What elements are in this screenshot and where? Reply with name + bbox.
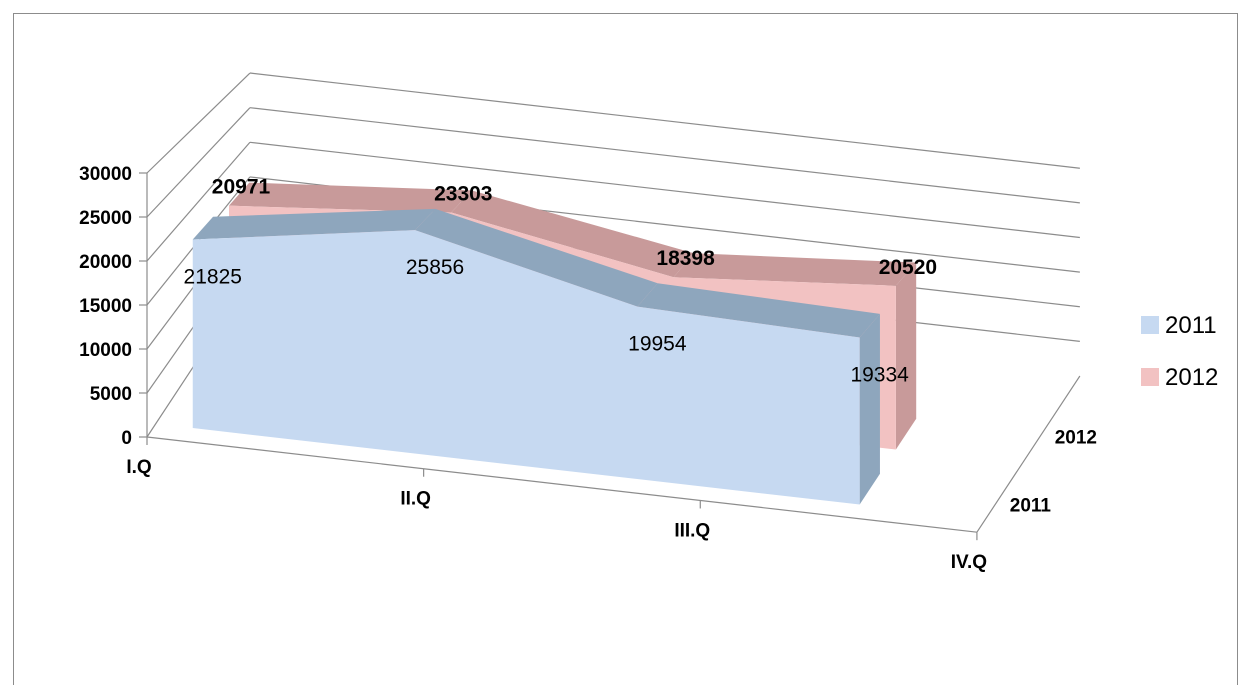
series-2012-top-face [451,190,694,278]
back-wall-gridline [249,72,1080,169]
series-2011-top-face [192,208,436,240]
legend-swatch-2011 [1141,316,1159,334]
chart-legend: 2011 2012 [1141,312,1218,391]
series-2011-top-face [637,283,880,338]
depth-axis-line [976,375,1081,533]
back-wall-gridline [249,107,1080,204]
y-tick-label: 0 [121,428,132,449]
category-axis-line [146,436,977,533]
side-wall-gridline [146,141,251,262]
side-wall-gridline [146,72,251,174]
data-label-2011: 19954 [628,333,687,356]
y-tick-label: 30000 [79,164,132,185]
legend-label-2012: 2012 [1165,364,1218,391]
y-tick-label: 20000 [79,252,132,273]
legend-label-2011: 2011 [1165,312,1217,339]
depth-tick-label: 2012 [1055,427,1097,448]
data-label-2012: 20520 [879,256,937,279]
x-tick-label: III.Q [674,520,710,541]
data-label-2012: 18398 [656,247,715,270]
data-label-2012: 23303 [434,183,492,206]
side-wall-gridline [146,107,251,218]
legend-swatch-2012 [1141,368,1159,386]
back-wall-gridline [249,141,1080,239]
x-tick-label: IV.Q [951,552,987,573]
x-tick-label: II.Q [400,489,431,510]
series-2011-area [192,208,880,505]
chart-frame [13,13,1238,685]
series-2012-top-face [229,182,472,213]
depth-tick-label: 2011 [1010,496,1052,517]
series-2011-top-face [415,208,658,307]
series-2012-end-face [895,262,917,450]
data-label-2011: 19334 [850,363,909,386]
series-2011-end-face [859,313,880,505]
x-tick-label: I.Q [126,457,151,478]
data-label-2011: 21825 [184,265,242,288]
chart-data-labels: 21825 25856 19954 19334 20971 23303 18398 20520 [184,176,938,387]
chart-axes: 0 5000 10000 15000 20000 25000 30000 I.Q II.Q III… [79,164,1097,573]
series-2011-front-face [192,230,860,505]
series-2012-top-face [673,253,917,286]
y-tick-label: 5000 [90,384,132,405]
y-tick-label: 25000 [79,208,132,229]
y-tick-label: 10000 [79,340,132,361]
y-tick-label: 15000 [79,296,132,317]
data-label-2012: 20971 [212,176,271,199]
data-label-2011: 25856 [406,256,464,279]
